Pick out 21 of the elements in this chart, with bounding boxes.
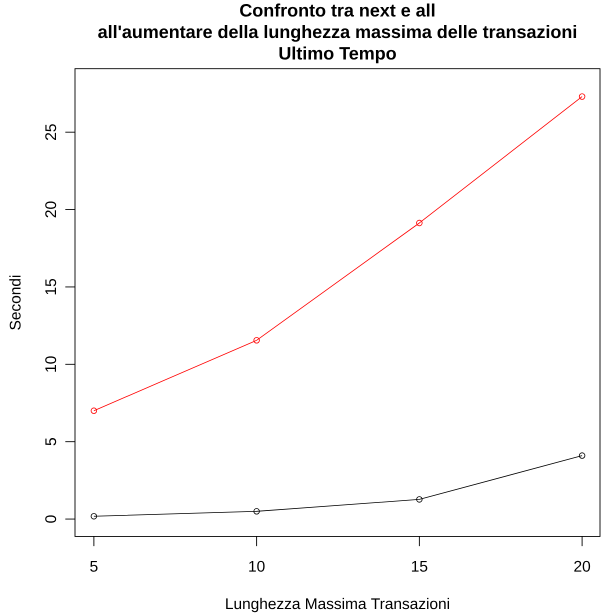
chart-subtitle: all'aumentare della lunghezza massima delle transazioni	[98, 24, 576, 42]
point	[416, 496, 423, 503]
y-tick-label: 5	[45, 438, 56, 446]
y-tick-label: 20	[45, 202, 56, 218]
point	[90, 408, 98, 414]
chart-title: Confronto tra next e all	[240, 3, 434, 17]
y-tick-label: 15	[45, 278, 56, 294]
y-tick-label: 10	[45, 356, 56, 372]
x-tick-label: 20	[574, 560, 590, 572]
x-tick-label: 10	[249, 560, 265, 572]
y-tick-label: 25	[45, 124, 56, 140]
point	[253, 337, 260, 344]
point	[416, 220, 423, 226]
point	[90, 513, 98, 520]
point	[253, 508, 260, 515]
x-tick-label: 5	[90, 560, 98, 572]
text: Ultimo Tempo	[279, 46, 396, 64]
x-axis-title: Lunghezza Massima Transazioni	[226, 598, 450, 612]
y-axis-title: Secondi	[9, 276, 21, 330]
y-tick-label: 0	[45, 515, 56, 523]
x-tick-label: 15	[412, 560, 428, 572]
